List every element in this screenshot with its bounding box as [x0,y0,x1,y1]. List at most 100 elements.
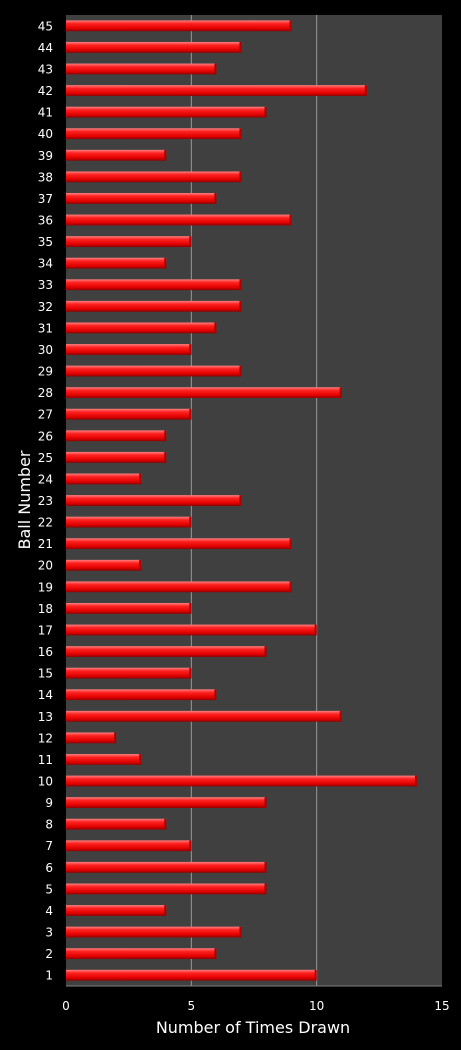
y-tick-label: 19 [38,580,53,594]
y-tick-label: 12 [38,731,53,745]
bar-ball-26 [66,430,167,442]
bar-end-cap [139,473,142,485]
bar-end-cap [289,538,292,550]
y-tick-label: 1 [45,969,53,983]
x-tick-label: 15 [434,999,449,1013]
bar [66,646,267,657]
bar-end-cap [164,149,167,161]
bar-ball-34 [66,257,167,269]
bar-ball-35 [66,236,192,247]
bar-end-cap [314,969,317,981]
bar-ball-9 [66,797,267,808]
bar-ball-28 [66,387,342,399]
bar [66,667,192,679]
bar-ball-22 [66,516,192,528]
bar [66,322,217,334]
bar-end-cap [214,63,217,75]
bar-end-cap [189,408,192,420]
bar-end-cap [114,732,117,744]
bar [66,128,242,140]
bar-ball-14 [66,689,217,701]
bar-ball-6 [66,861,267,873]
y-tick-label: 40 [38,127,53,141]
bar-end-cap [139,754,142,765]
bar-end-cap [264,797,267,808]
bar-end-cap [139,559,142,571]
bar [66,41,242,53]
bar-end-cap [189,236,192,247]
bar-end-cap [164,430,167,442]
bar [66,905,167,916]
bar-ball-36 [66,214,292,226]
bar [66,430,167,442]
bar-end-cap [239,365,242,377]
bar [66,559,142,571]
y-tick-label: 44 [38,41,53,55]
bar [66,495,242,506]
bar-ball-23 [66,495,242,506]
bar-ball-44 [66,41,242,53]
bar-end-cap [364,85,367,96]
bar-end-cap [239,128,242,140]
bar-end-cap [189,602,192,614]
y-tick-label: 8 [45,818,53,832]
bar-end-cap [189,840,192,852]
bar-ball-25 [66,451,167,463]
y-tick-label: 23 [38,494,53,508]
bar [66,516,192,528]
bar [66,300,242,312]
bar-ball-39 [66,149,167,161]
bar [66,257,167,269]
bar-end-cap [289,214,292,226]
bar-ball-5 [66,883,267,895]
y-tick-label: 14 [38,688,53,702]
bar-ball-40 [66,128,242,140]
bar [66,883,267,895]
bar-ball-4 [66,905,167,916]
y-tick-label: 16 [38,645,53,659]
bar-end-cap [239,279,242,291]
bar-ball-1 [66,969,317,981]
bar-end-cap [164,818,167,830]
bar-ball-41 [66,106,267,118]
bar-ball-8 [66,818,167,830]
bar [66,840,192,852]
bar-ball-31 [66,322,217,334]
bar-end-cap [239,41,242,53]
bars [66,20,417,981]
x-tick-label: 10 [309,999,324,1013]
y-tick-label: 35 [38,235,53,249]
y-tick-label: 9 [45,796,53,810]
bar [66,818,167,830]
bar [66,581,292,593]
bar [66,689,217,701]
bar-end-cap [189,667,192,679]
bar-end-cap [214,322,217,334]
bar-ball-2 [66,948,217,960]
y-tick-label: 3 [45,926,53,940]
y-tick-label: 20 [38,559,53,573]
y-tick-label: 42 [38,84,53,98]
bar [66,20,292,32]
y-tick-labels: 1234567891011121314151617181920212223242… [38,19,53,982]
bar-ball-16 [66,646,267,657]
bar-ball-10 [66,775,417,787]
y-tick-label: 11 [38,753,53,767]
y-tick-label: 32 [38,300,53,314]
y-tick-label: 29 [38,365,53,379]
bar [66,797,267,808]
y-tick-label: 24 [38,472,53,486]
y-tick-label: 21 [38,537,53,551]
bar [66,279,242,291]
y-tick-label: 6 [45,861,53,875]
bar [66,387,342,399]
bar [66,149,167,161]
bar-ball-33 [66,279,242,291]
bar [66,85,367,96]
y-tick-label: 10 [38,775,53,789]
bar-end-cap [339,387,342,399]
bar [66,193,217,204]
bar [66,106,267,118]
bar-end-cap [189,516,192,528]
y-tick-label: 38 [38,170,53,184]
